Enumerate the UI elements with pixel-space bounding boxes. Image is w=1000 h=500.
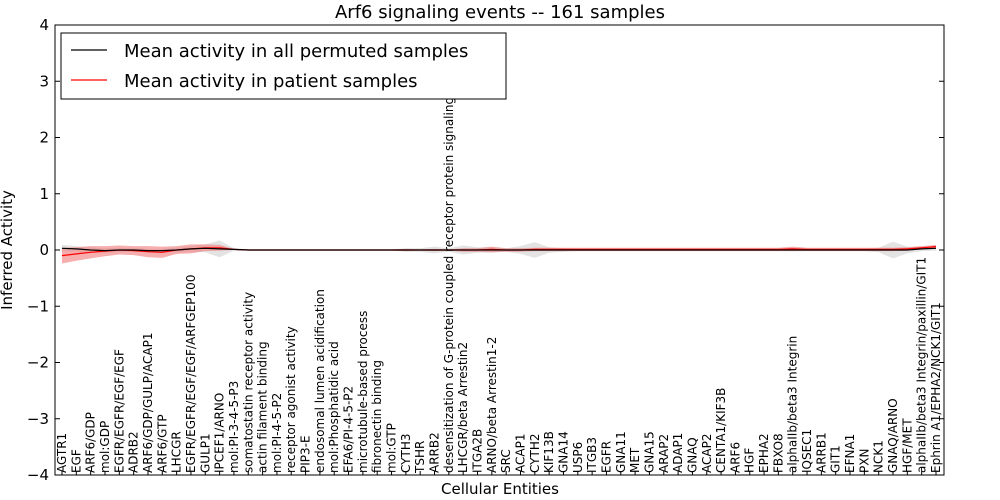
- x-tick-label: GNA11: [614, 431, 628, 473]
- x-tick-label: AGTR1: [55, 433, 69, 473]
- x-tick-label: GNAQ/ARNO: [886, 398, 900, 473]
- x-tick-label: EFA6/PI-4-5-P2: [342, 386, 356, 473]
- x-tick-label: LHCGR: [170, 431, 184, 473]
- x-tick-label: ARRB2: [428, 432, 442, 473]
- x-tick-label: GNA14: [556, 431, 570, 473]
- y-tick-label: 3: [39, 72, 49, 90]
- x-tick-label: ADRB2: [127, 431, 141, 473]
- x-tick-label: somatostatin receptor activity: [241, 292, 255, 473]
- x-tick-label: mol:GTP: [385, 423, 399, 473]
- y-axis: −4 −3 −2 −1 0 1 2 3 4: [27, 16, 944, 484]
- y-tick-label: 4: [39, 16, 49, 34]
- x-tick-label: NCK1: [872, 440, 886, 473]
- legend: Mean activity in all permuted samples Me…: [60, 32, 507, 100]
- x-tick-label: alphaIIb/beta3 Integrin: [786, 336, 800, 473]
- y-tick-label: −3: [27, 410, 49, 428]
- confidence-band-1: [62, 244, 936, 264]
- x-tick-label: HGF/MET: [900, 418, 914, 473]
- x-tick-label: SRC: [499, 449, 513, 473]
- x-tick-label: ARAP2: [657, 434, 671, 473]
- x-tick-label: endosomal lumen acidification: [313, 289, 327, 473]
- x-tick-label: mol:GDP: [98, 421, 112, 473]
- x-tick-label: EFNA1: [843, 434, 857, 473]
- y-tick-label: −1: [27, 297, 49, 315]
- x-tick-label: mol:Phosphatidic acid: [327, 341, 341, 473]
- x-tick-label: LHCGR/beta Arrestin2: [456, 342, 470, 473]
- y-tick-label: −2: [27, 354, 49, 372]
- series-line-0: [61, 247, 937, 252]
- x-tick-label: EGFR/EGFR/EGF/EGF/ARFGEP100: [184, 275, 198, 473]
- legend-entry-permuted: Mean activity in all permuted samples: [124, 41, 468, 62]
- x-tick-label: PXN: [857, 449, 871, 473]
- y-tick-label: 2: [39, 129, 49, 147]
- x-tick-label: ARF6/GDP/GULP/ACAP1: [141, 333, 155, 473]
- confidence-bands: [62, 240, 936, 264]
- x-tick-label: microtubule-based process: [356, 311, 370, 473]
- y-axis-label: Inferred Activity: [0, 190, 16, 310]
- x-tick-label: CENTA1/KIF3B: [714, 388, 728, 473]
- x-tick-label: FBXO8: [771, 433, 785, 473]
- x-tick-label: IPCEF1/ARNO: [213, 393, 227, 473]
- x-tick-label: ITGA2B: [471, 429, 485, 473]
- x-tick-label: PIP3-E: [299, 435, 313, 473]
- x-tick-label: EGF: [69, 449, 83, 473]
- x-tick-label: TSHR: [413, 441, 427, 474]
- x-axis-label: Cellular Entities: [441, 480, 559, 498]
- x-tick-label: ARF6/GDP: [84, 412, 98, 473]
- x-tick-label: fibronectin binding: [370, 360, 384, 473]
- x-tick-label: CYTH3: [399, 434, 413, 474]
- x-tick-label: GNAQ: [685, 437, 699, 473]
- x-tick-label: ARRB1: [814, 432, 828, 473]
- x-tick-label: desensitization of G-protein coupled rec…: [442, 42, 456, 473]
- x-tick-label: GNA15: [642, 431, 656, 473]
- x-tick-label: CYTH2: [528, 434, 542, 474]
- x-tick-label: EPHA2: [757, 433, 771, 473]
- x-axis: AGTR1 EGF ARF6/GDP mol:GDP EGFR/EGFR/EGF/EGF…: [55, 42, 943, 475]
- x-tick-label: alphaIIb/beta3 Integrin/paxillin/GIT1: [915, 257, 929, 473]
- chart-title: Arf6 signaling events -- 161 samples: [335, 2, 665, 23]
- x-tick-label: ACAP1: [513, 434, 527, 473]
- x-tick-label: GIT1: [829, 445, 843, 473]
- x-tick-label: GULP1: [198, 433, 212, 473]
- series-lines: [61, 246, 937, 257]
- x-tick-label: EGFR/EGFR/EGF/EGF: [112, 349, 126, 473]
- y-tick-label: 0: [39, 241, 49, 259]
- y-tick-label: −4: [27, 466, 49, 484]
- legend-box: [60, 32, 507, 100]
- x-tick-label: ARNO/beta Arrestin1-2: [485, 337, 499, 473]
- x-tick-label: ACAP2: [700, 434, 714, 473]
- legend-entry-patient: Mean activity in patient samples: [124, 71, 418, 92]
- x-tick-label: ITGB3: [585, 437, 599, 473]
- x-tick-label: mol:PI-3-4-5-P3: [227, 381, 241, 473]
- x-tick-label: actin filament binding: [256, 341, 270, 473]
- x-tick-label: ARF6/GTP: [155, 414, 169, 473]
- x-tick-label: USP6: [571, 442, 585, 473]
- x-tick-label: ADAP1: [671, 433, 685, 473]
- x-tick-label: Ephrin A1/EPHA2/NCK1/GIT1: [929, 302, 943, 473]
- x-tick-label: ARF6: [728, 442, 742, 473]
- x-tick-label: KIF13B: [542, 431, 556, 473]
- x-tick-label: EGFR: [599, 441, 613, 473]
- x-tick-label: receptor agonist activity: [284, 326, 298, 473]
- x-tick-label: IQSEC1: [800, 429, 814, 473]
- x-tick-label: mol:PI-4-5-P2: [270, 393, 284, 473]
- x-tick-label: HGF: [743, 448, 757, 473]
- y-tick-label: 1: [39, 185, 49, 203]
- x-tick-label: MET: [628, 447, 642, 473]
